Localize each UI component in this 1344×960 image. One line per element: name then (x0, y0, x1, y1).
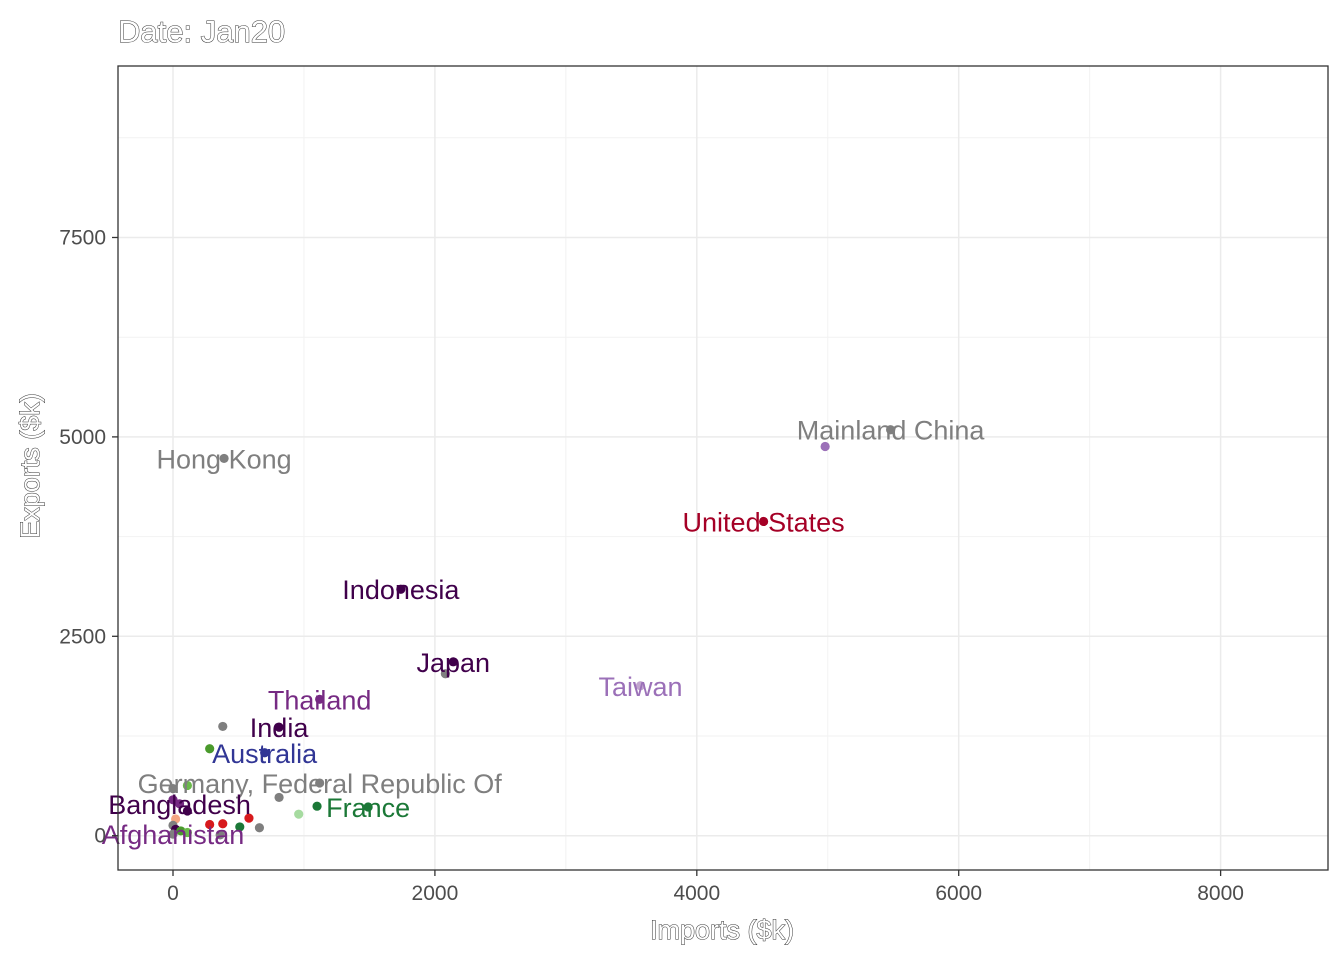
panel-border (117, 65, 1329, 871)
data-point (254, 823, 265, 833)
data-point (294, 809, 304, 819)
data-point (182, 780, 193, 791)
data-point (168, 829, 178, 839)
data-points (168, 425, 896, 840)
data-point (312, 801, 322, 811)
data-point (219, 453, 229, 464)
plot-panel: Mainland China Hong Kong United States Indo… (102, 65, 1329, 871)
x-tick-label: 6000 (935, 882, 982, 905)
data-point (440, 669, 450, 679)
point-label: France (326, 793, 410, 823)
point-label: Hong Kong (157, 444, 292, 474)
data-point (315, 694, 325, 704)
x-tick-label: 8000 (1197, 882, 1244, 905)
point-label: Bangladesh (108, 790, 251, 820)
data-point (396, 584, 406, 594)
data-point (244, 813, 254, 823)
data-point (315, 778, 325, 788)
chart-title: Date: Jan20 (118, 14, 285, 49)
x-axis: 0 2000 4000 6000 8000 (167, 870, 1244, 905)
gridlines (118, 66, 1328, 870)
data-point (758, 516, 769, 527)
point-label: Thailand (268, 685, 372, 715)
point-label: Germany, Federal Republic Of (138, 769, 503, 799)
point-label: Australia (212, 739, 318, 769)
data-point (820, 441, 830, 452)
data-point (215, 830, 225, 840)
y-axis: 0 2500 5000 7500 (59, 226, 118, 848)
x-tick-label: 0 (167, 882, 179, 905)
data-point (182, 806, 193, 816)
x-tick-label: 2000 (412, 882, 459, 905)
data-point (363, 802, 373, 812)
data-point (448, 657, 458, 667)
point-label: India (250, 713, 310, 743)
data-point (168, 784, 178, 794)
x-axis-title: Imports ($k) (650, 915, 794, 945)
point-label: Mainland China (797, 416, 986, 446)
x-tick-label: 4000 (673, 882, 720, 905)
y-tick-label: 5000 (59, 426, 106, 449)
data-point (205, 744, 215, 754)
point-labels: Mainland China Hong Kong United States Indo… (102, 416, 986, 850)
y-tick-label: 2500 (59, 625, 106, 648)
y-tick-label: 0 (94, 825, 106, 848)
y-axis-title: Exports ($k) (15, 393, 45, 539)
data-point (205, 819, 215, 830)
data-point (260, 748, 270, 758)
data-point (635, 681, 646, 691)
data-point (274, 792, 284, 803)
data-point (218, 721, 228, 732)
data-point (886, 425, 896, 435)
data-point (274, 722, 284, 732)
point-label: United States (683, 507, 845, 537)
point-label: Japan (416, 648, 490, 678)
data-point (182, 827, 193, 838)
point-label: Afghanistan (102, 820, 245, 850)
data-point (235, 822, 245, 832)
y-tick-label: 7500 (59, 226, 106, 249)
point-label: Taiwan (598, 672, 682, 702)
point-label: Indonesia (342, 575, 460, 605)
data-point (218, 819, 228, 829)
data-point (174, 799, 185, 809)
